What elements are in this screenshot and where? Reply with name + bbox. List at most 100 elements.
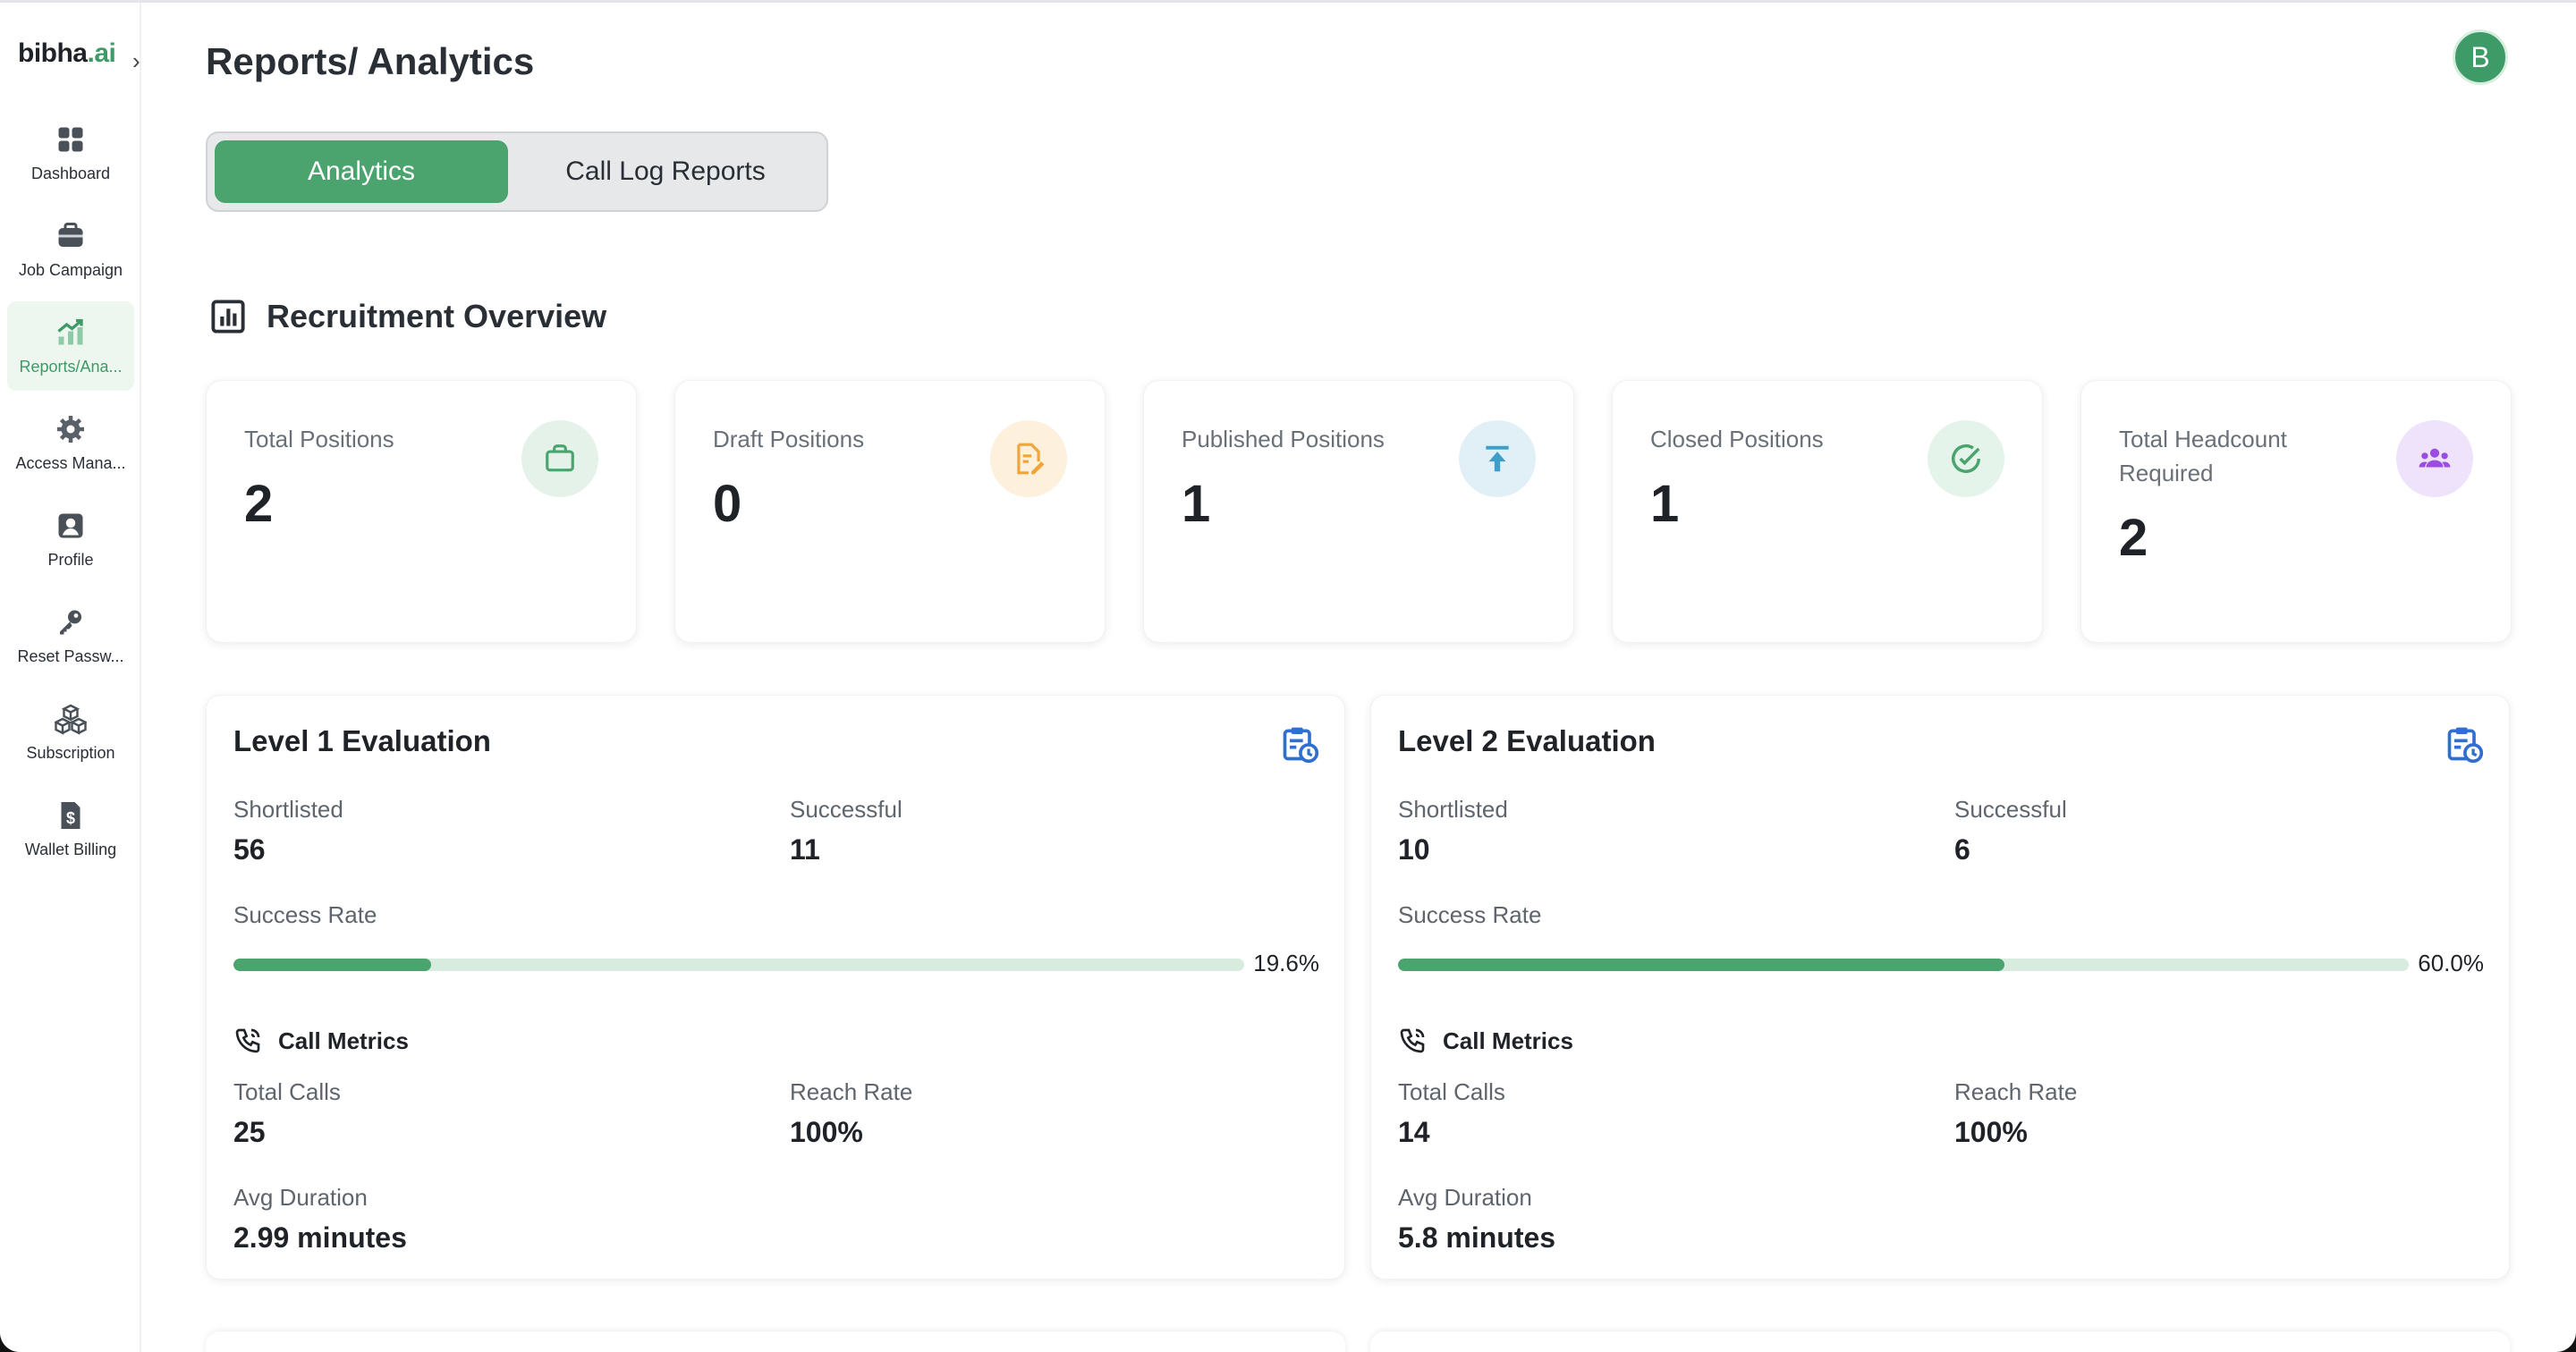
sidebar: bibha.ai › Dashboard Job Campaign Report… — [0, 3, 141, 1352]
edit-doc-icon — [990, 420, 1067, 497]
reach-rate-label: Reach Rate — [1954, 1078, 2078, 1105]
reach-rate-value: 100% — [790, 1116, 863, 1148]
total-calls-value: 14 — [1398, 1116, 1430, 1148]
stat-card-draft-positions: Draft Positions 0 — [674, 380, 1106, 643]
stat-label: Closed Positions — [1650, 426, 1824, 452]
reach-rate-label: Reach Rate — [790, 1078, 913, 1105]
sidebar-item-label: Reports/Ana... — [19, 357, 123, 376]
stat-value: 2 — [244, 475, 274, 533]
shortlisted-value: 56 — [233, 833, 266, 866]
total-calls-value: 25 — [233, 1116, 266, 1148]
successful-label: Successful — [790, 796, 902, 823]
success-rate-value: 19.6% — [1253, 950, 1319, 976]
sidebar-item-wallet-billing[interactable]: $ Wallet Billing — [7, 784, 134, 874]
success-rate-bar-fill — [1398, 959, 2004, 971]
logo[interactable]: bibha.ai — [18, 38, 116, 68]
stat-label: Total Headcount Required — [2119, 426, 2287, 486]
evaluation-card-level-1: Level 1 Evaluation Shortlisted 56 Succes… — [206, 695, 1345, 1280]
sidebar-item-reset-password[interactable]: Reset Passw... — [7, 591, 134, 680]
call-metrics-header: Call Metrics — [233, 1027, 409, 1055]
briefcase-icon — [521, 420, 598, 497]
phone-icon — [1400, 1028, 1425, 1053]
stat-card-total-positions: Total Positions 2 — [206, 380, 637, 643]
dollar-icon: $ — [61, 801, 80, 829]
view-tabs: Analytics Call Log Reports — [206, 131, 828, 212]
stat-card-published-positions: Published Positions 1 — [1143, 380, 1574, 643]
phone-icon — [235, 1028, 260, 1053]
evaluation-title: Level 2 Evaluation — [1398, 724, 1656, 757]
success-rate-bar-fill — [233, 959, 432, 971]
check-circle-icon — [1928, 420, 2004, 497]
successful-value: 11 — [790, 833, 820, 866]
call-metrics-header: Call Metrics — [1398, 1027, 1573, 1055]
clipboard-clock-icon[interactable] — [1280, 724, 1319, 764]
svg-text:$: $ — [66, 809, 75, 827]
sidebar-item-reports[interactable]: Reports/Ana... — [7, 301, 134, 391]
section-title: Recruitment Overview — [209, 298, 606, 335]
avg-duration-value: 2.99 minutes — [233, 1221, 407, 1254]
sidebar-item-label: Reset Passw... — [17, 646, 124, 665]
evaluation-title: Level 1 Evaluation — [233, 724, 491, 757]
section-title-text: Recruitment Overview — [267, 298, 607, 334]
evaluation-card-level-2: Level 2 Evaluation Shortlisted 10 Succes… — [1370, 695, 2510, 1280]
call-metrics-title: Call Metrics — [1443, 1027, 1573, 1054]
next-card-right — [1370, 1331, 2510, 1352]
avatar[interactable]: B — [2453, 30, 2508, 85]
stat-label: Total Positions — [244, 426, 394, 452]
sidebar-nav: Dashboard Job Campaign Reports/Ana... Ac… — [7, 108, 134, 881]
sidebar-item-subscription[interactable]: Subscription — [7, 688, 134, 777]
sidebar-item-dashboard[interactable]: Dashboard — [7, 108, 134, 198]
total-calls-label: Total Calls — [1398, 1078, 1505, 1105]
gear-icon — [57, 415, 84, 443]
success-rate-bar — [1398, 959, 2409, 971]
total-calls-label: Total Calls — [233, 1078, 341, 1105]
sidebar-item-label: Wallet Billing — [24, 840, 117, 858]
chart-icon — [57, 318, 83, 344]
sidebar-item-label: Subscription — [26, 743, 115, 762]
upload-icon — [1459, 420, 1536, 497]
group-icon — [2396, 420, 2473, 497]
shortlisted-label: Shortlisted — [1398, 796, 1508, 823]
grid-icon — [58, 127, 83, 151]
stat-value: 2 — [2119, 509, 2148, 567]
page-title: Reports/ Analytics — [206, 40, 535, 82]
avg-duration-label: Avg Duration — [233, 1184, 368, 1211]
shortlisted-value: 10 — [1398, 833, 1430, 866]
success-rate-label: Success Rate — [1398, 901, 1542, 928]
boxes-icon — [55, 704, 87, 735]
success-rate-bar — [233, 959, 1244, 971]
shortlisted-label: Shortlisted — [233, 796, 343, 823]
sidebar-item-label: Access Mana... — [15, 453, 126, 472]
chevron-right-icon[interactable]: › — [132, 47, 140, 74]
clipboard-clock-icon[interactable] — [2445, 724, 2484, 764]
successful-value: 6 — [1954, 833, 1970, 866]
report-chart-icon — [211, 300, 245, 334]
stat-card-total-headcount: Total Headcount Required 2 — [2080, 380, 2512, 643]
stat-value: 0 — [713, 475, 742, 533]
success-rate-value: 60.0% — [2418, 950, 2484, 976]
next-card-left — [206, 1331, 1345, 1352]
stat-value: 1 — [1182, 475, 1211, 533]
tab-analytics[interactable]: Analytics — [215, 140, 508, 203]
sidebar-item-label: Job Campaign — [18, 260, 123, 279]
stat-value: 1 — [1650, 475, 1680, 533]
success-rate-label: Success Rate — [233, 901, 377, 928]
stat-label: Published Positions — [1182, 426, 1385, 452]
successful-label: Successful — [1954, 796, 2067, 823]
sidebar-item-profile[interactable]: Profile — [7, 494, 134, 584]
sidebar-item-label: Profile — [47, 550, 94, 569]
sidebar-item-label: Dashboard — [30, 164, 111, 182]
tab-call-log-reports[interactable]: Call Log Reports — [565, 156, 766, 186]
sidebar-item-access-management[interactable]: Access Mana... — [7, 398, 134, 487]
avg-duration-label: Avg Duration — [1398, 1184, 1532, 1211]
call-metrics-title: Call Metrics — [278, 1027, 409, 1054]
avg-duration-value: 5.8 minutes — [1398, 1221, 1556, 1254]
stat-card-closed-positions: Closed Positions 1 — [1612, 380, 2043, 643]
stat-label: Draft Positions — [713, 426, 865, 452]
sidebar-item-job-campaign[interactable]: Job Campaign — [7, 205, 134, 294]
reach-rate-value: 100% — [1954, 1116, 2028, 1148]
key-icon — [60, 610, 81, 634]
briefcase-icon — [58, 222, 83, 247]
user-icon — [58, 513, 83, 537]
